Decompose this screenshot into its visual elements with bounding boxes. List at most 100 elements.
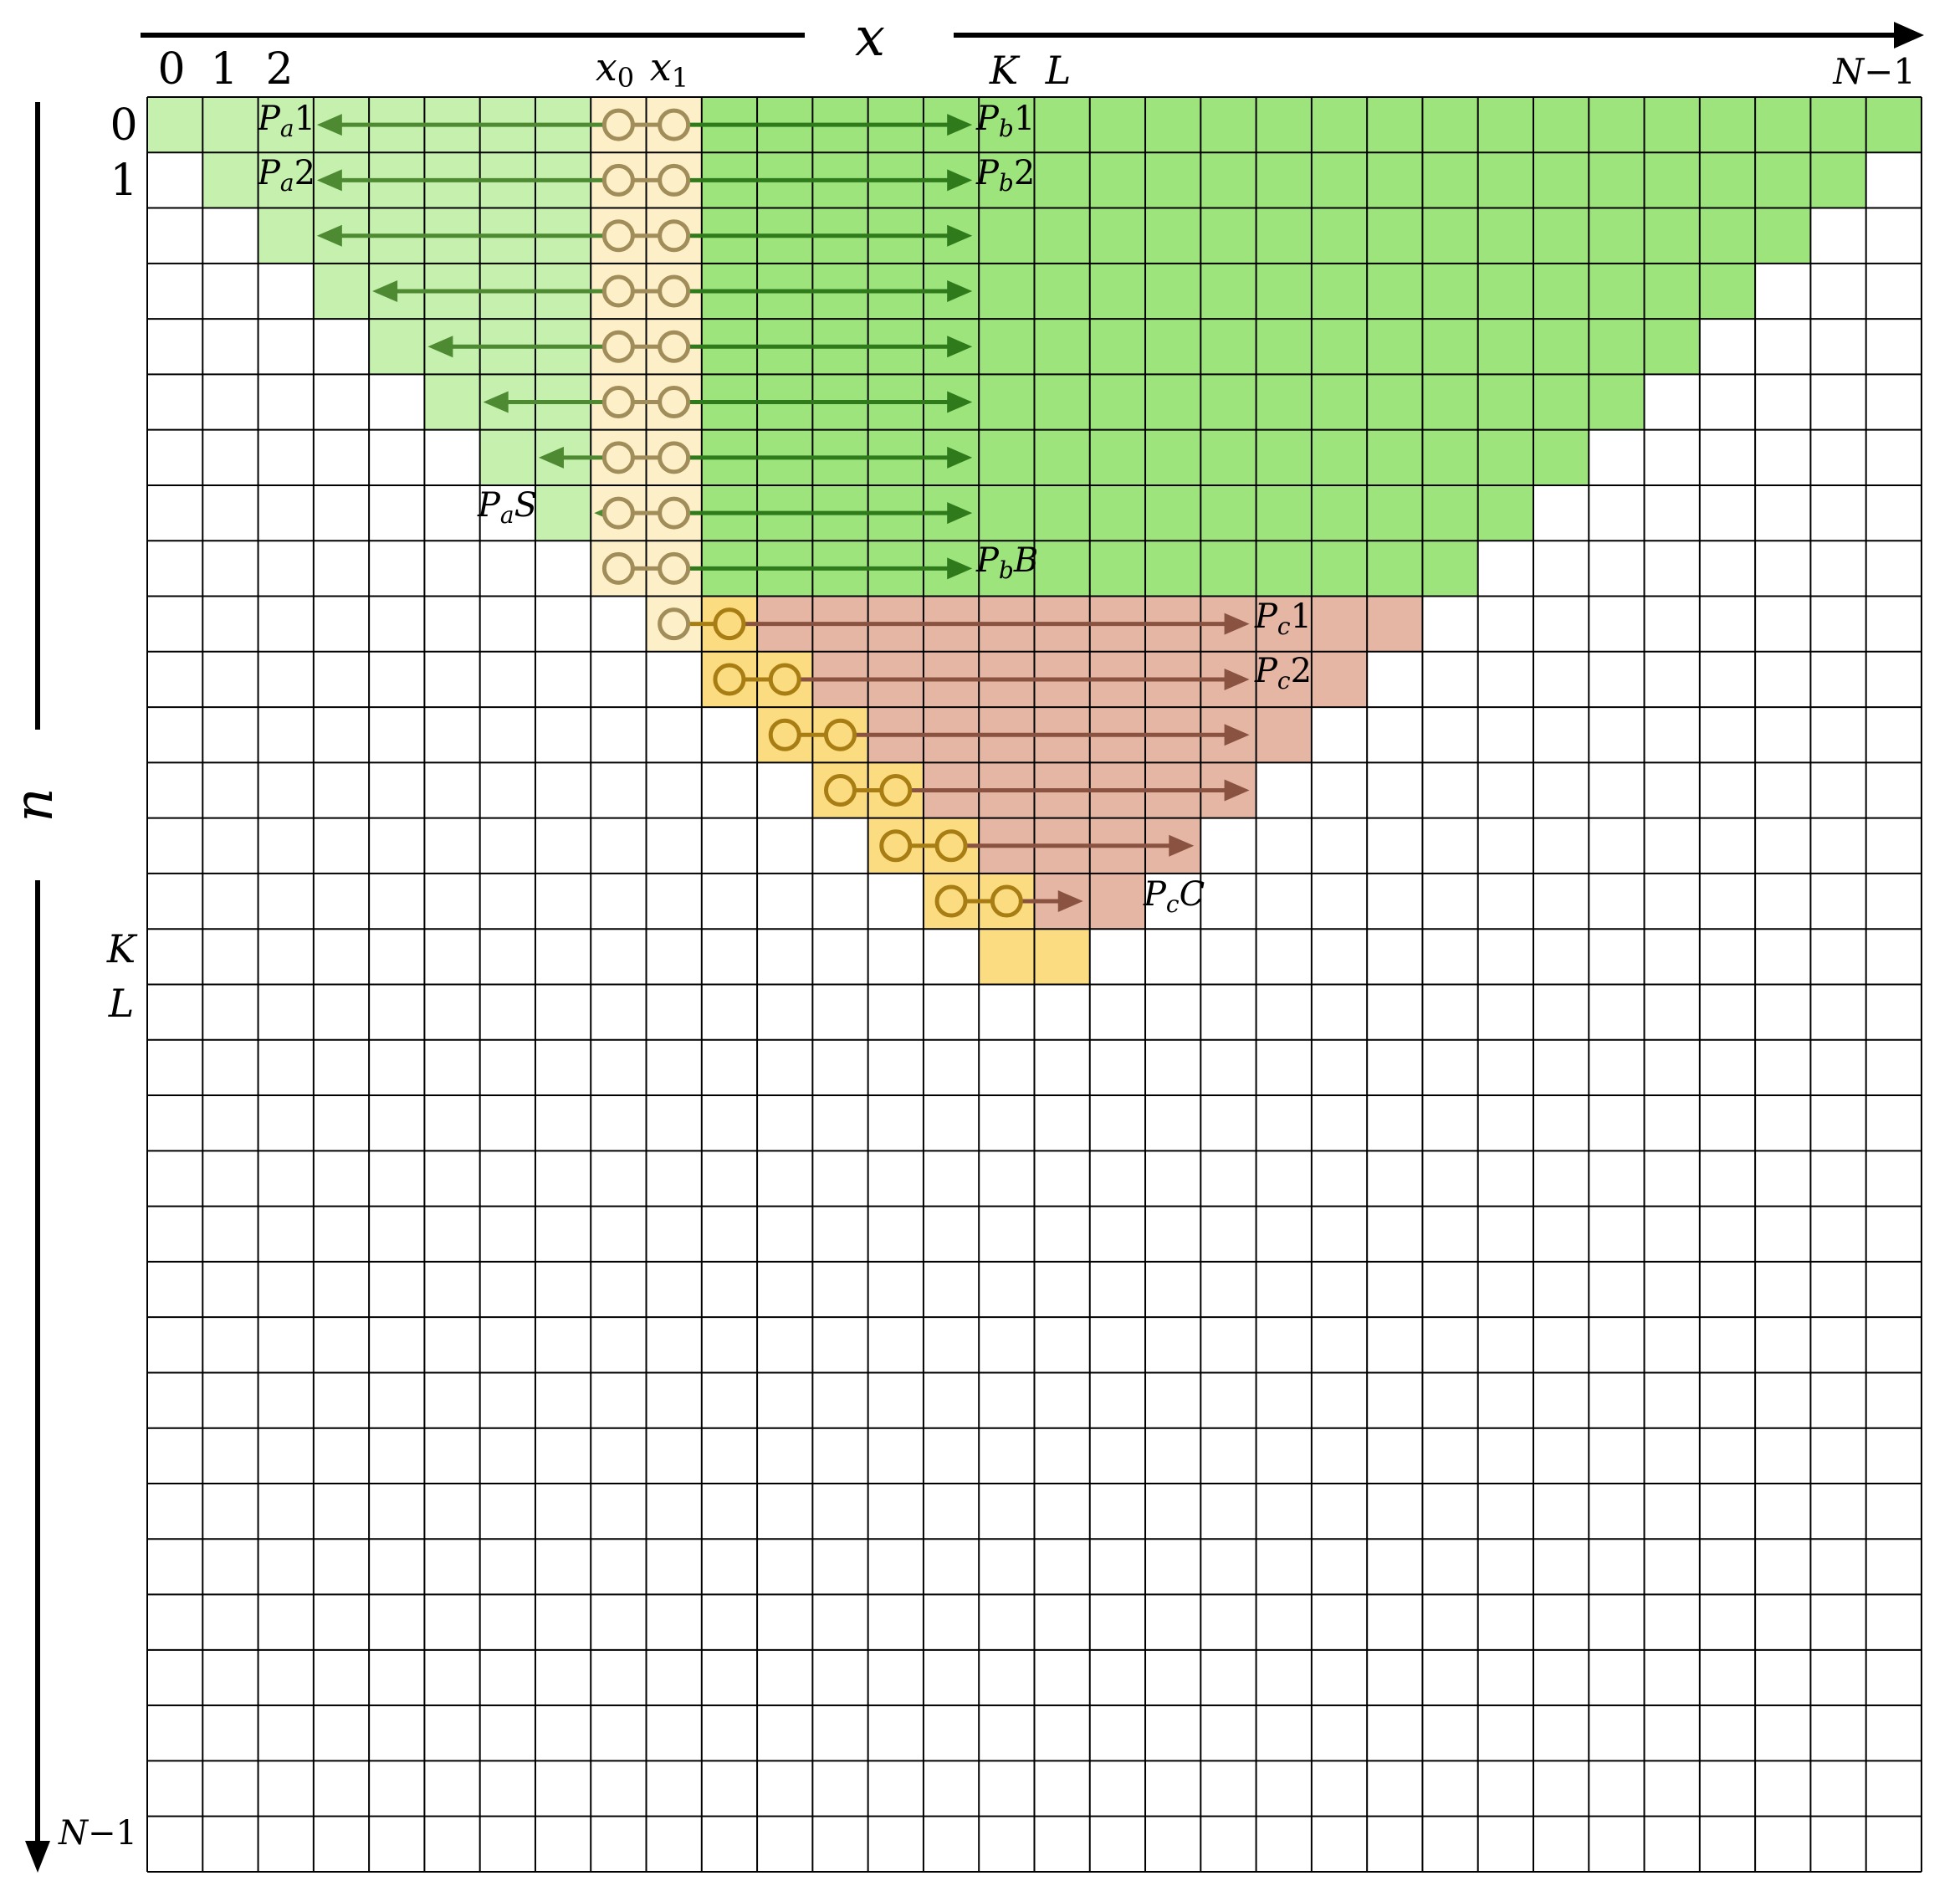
- cell-r1-c21: [1311, 152, 1368, 209]
- cell-r11-c20: [1256, 707, 1313, 763]
- cell-r3-c23: [1422, 263, 1479, 320]
- cell-r4-c20: [1256, 319, 1313, 375]
- cell-r5-c16: [1034, 374, 1091, 431]
- left-arrow-r2-head: [316, 224, 342, 247]
- cell-r0-c25: [1533, 97, 1589, 153]
- grid-lines: [146, 96, 1922, 1873]
- x-tick-x1: x1: [650, 44, 688, 94]
- cell-r4-c25: [1533, 319, 1589, 375]
- right-arrow-r3-head: [947, 279, 973, 302]
- cell-r2-c22: [1367, 208, 1423, 264]
- right-arrow-r11-head: [1224, 724, 1250, 746]
- cell-r1-c19: [1200, 152, 1257, 209]
- cell-r3-c15: [979, 263, 1035, 320]
- cell-r8-c20: [1256, 541, 1313, 597]
- x-axis-arrowhead: [1894, 22, 1924, 49]
- cell-r3-c19: [1200, 263, 1257, 320]
- cell-r4-c17: [1089, 319, 1146, 375]
- cell-r2-c24: [1477, 208, 1534, 264]
- cell-r6-c6: [479, 429, 536, 486]
- x-tick-1: 1: [210, 44, 238, 95]
- cell-r7-c22: [1367, 484, 1423, 541]
- cell-r0-c1: [202, 97, 259, 153]
- cell-r3-c26: [1589, 263, 1645, 320]
- cell-r4-c4: [369, 319, 425, 375]
- cell-r1-c22: [1367, 152, 1423, 209]
- cell-r1-c20: [1256, 152, 1313, 209]
- n-tick-L: L: [108, 981, 135, 1026]
- circle-x0-r1: [601, 163, 635, 197]
- cell-r0-c29: [1755, 97, 1811, 153]
- left-arrow-r3-head: [372, 279, 398, 302]
- right-arrow-r10-head: [1224, 668, 1250, 690]
- x-axis-label: x: [855, 7, 885, 69]
- cell-r3-c17: [1089, 263, 1146, 320]
- cell-r10-c20: [1256, 651, 1313, 708]
- cell-r5-c25: [1533, 374, 1589, 431]
- cell-r0-c16: [1034, 97, 1091, 153]
- cell-r8-c16: [1034, 541, 1091, 597]
- right-arrow-r2-head: [947, 224, 973, 247]
- n-axis-label: n: [3, 787, 65, 822]
- cell-r2-c23: [1422, 208, 1479, 264]
- right-arrow-r7-head: [947, 502, 973, 525]
- x-tick-K: K: [989, 48, 1021, 93]
- cell-r2-c20: [1256, 208, 1313, 264]
- cell-r4-c16: [1034, 319, 1091, 375]
- cell-r1-c18: [1145, 152, 1201, 209]
- label-PbB: PbB: [975, 541, 1038, 584]
- circle-x0-r2: [601, 219, 635, 253]
- cell-r2-c21: [1311, 208, 1368, 264]
- cell-r15-c16: [1034, 929, 1091, 985]
- right-arrow-r6-head: [947, 446, 973, 469]
- point-labels: Pa1 Pa2 PaS Pb1 Pb2 PbB Pc1 Pc2 PcC: [257, 100, 1312, 918]
- cell-r1-c25: [1533, 152, 1589, 209]
- label-Pc2: Pc2: [1254, 652, 1312, 694]
- cell-r4-c24: [1477, 319, 1534, 375]
- cell-r7-c21: [1311, 484, 1368, 541]
- cell-r2-c27: [1644, 208, 1701, 264]
- circle-a-r10: [713, 663, 746, 696]
- cell-r7-c19: [1200, 484, 1257, 541]
- cell-r0-c27: [1644, 97, 1701, 153]
- colored-cells: [147, 97, 1922, 985]
- cell-r5-c17: [1089, 374, 1146, 431]
- right-arrow-r13-head: [1169, 834, 1195, 857]
- label-Pb2: Pb2: [975, 154, 1035, 197]
- cell-r2-c28: [1699, 208, 1756, 264]
- label-Pc1: Pc1: [1254, 597, 1312, 640]
- cell-r4-c27: [1644, 319, 1701, 375]
- right-arrow-r4-head: [947, 336, 973, 358]
- x-tick-0: 0: [157, 44, 185, 95]
- cell-r3-c27: [1644, 263, 1701, 320]
- label-PcC: PcC: [1143, 875, 1205, 918]
- right-arrow-r9-head: [1224, 612, 1250, 635]
- cell-r7-c7: [535, 484, 591, 541]
- cell-r8-c19: [1200, 541, 1257, 597]
- cell-r0-c0: [147, 97, 203, 153]
- cell-r8-c22: [1367, 541, 1423, 597]
- cell-r4-c21: [1311, 319, 1368, 375]
- circle-b-r11: [824, 718, 857, 751]
- circle-x1-r5: [658, 386, 691, 419]
- cell-r4-c19: [1200, 319, 1257, 375]
- circle-x1-r1: [658, 163, 691, 197]
- n-axis-arrowhead: [25, 1841, 50, 1873]
- circle-x0-r4: [601, 330, 635, 363]
- cell-r7-c16: [1034, 484, 1091, 541]
- circle-x1-r6: [658, 441, 691, 474]
- cell-r5-c15: [979, 374, 1035, 431]
- cell-r0-c28: [1699, 97, 1756, 153]
- x-tick-x0: x0: [596, 44, 634, 94]
- x-tick-N-minus-1: N−1: [1832, 51, 1916, 92]
- circle-x1-r4: [658, 330, 691, 363]
- circle-x1-r3: [658, 274, 691, 308]
- cell-r0-c26: [1589, 97, 1645, 153]
- circle-b-r13: [934, 829, 968, 863]
- right-arrow-r8-head: [947, 557, 973, 580]
- cell-r4-c26: [1589, 319, 1645, 375]
- cell-r5-c18: [1145, 374, 1201, 431]
- cell-r9-c20: [1256, 596, 1313, 653]
- cell-r0-c2: [258, 97, 315, 153]
- circle-x0-r7: [601, 496, 635, 530]
